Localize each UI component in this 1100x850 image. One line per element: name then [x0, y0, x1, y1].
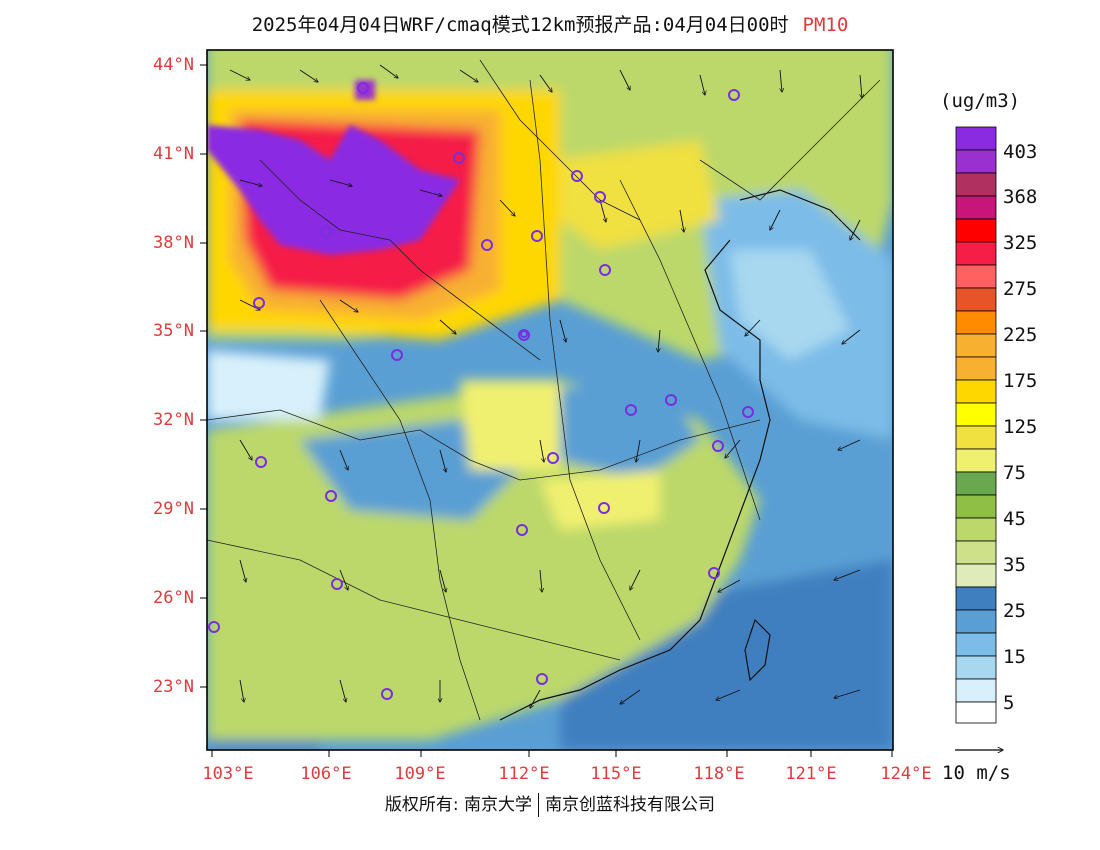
- lon-label: 106°E: [300, 764, 352, 784]
- legend-unit: (ug/m3): [940, 90, 1021, 112]
- lat-label: 41°N: [153, 144, 194, 164]
- city-marker: [594, 191, 606, 203]
- city-marker: [598, 502, 610, 514]
- city-marker: [665, 394, 677, 406]
- city-marker: [255, 456, 267, 468]
- map-frame: [206, 49, 894, 751]
- city-marker: [571, 170, 583, 182]
- city-marker: [481, 239, 493, 251]
- city-marker: [208, 621, 220, 633]
- legend-label: 225: [1003, 324, 1038, 346]
- lat-label: 35°N: [153, 321, 194, 341]
- city-marker: [516, 524, 528, 536]
- lat-label: 29°N: [153, 499, 194, 519]
- city-marker: [599, 264, 611, 276]
- coastline: [499, 189, 861, 721]
- legend-label: 5: [1003, 692, 1015, 714]
- city-markers: [208, 82, 754, 700]
- city-marker: [742, 406, 754, 418]
- legend-label: 175: [1003, 370, 1038, 392]
- legend-colorbar: [955, 126, 997, 724]
- lat-label: 26°N: [153, 588, 194, 608]
- city-marker: [536, 673, 548, 685]
- city-marker: [320, 226, 332, 238]
- lon-label: 112°E: [498, 764, 550, 784]
- wind-vectors: [229, 64, 862, 708]
- legend-label: 25: [1003, 600, 1026, 622]
- legend-label: 45: [1003, 508, 1026, 530]
- title-text: 2025年04月04日WRF/cmaq模式12km预报产品:04月04日00时: [251, 14, 789, 36]
- city-marker: [325, 490, 337, 502]
- city-marker: [708, 567, 720, 579]
- lon-label: 121°E: [785, 764, 837, 784]
- legend-label: 125: [1003, 416, 1038, 438]
- city-marker: [391, 349, 403, 361]
- lon-label: 115°E: [590, 764, 642, 784]
- copyright-part2: 南京创蓝科技有限公司: [545, 795, 716, 815]
- city-marker: [520, 330, 528, 338]
- city-marker: [357, 82, 369, 94]
- lon-label: 124°E: [880, 764, 932, 784]
- legend-label: 403: [1003, 141, 1038, 163]
- vector-scale-label: 10 m/s: [942, 762, 1011, 784]
- variable-label: PM10: [802, 14, 849, 36]
- city-marker: [625, 404, 637, 416]
- city-marker: [381, 688, 393, 700]
- copyright-separator: [538, 793, 540, 817]
- legend-label: 275: [1003, 278, 1038, 300]
- legend-label: 35: [1003, 554, 1026, 576]
- legend-label: 368: [1003, 186, 1038, 208]
- legend-label: 75: [1003, 462, 1026, 484]
- city-marker: [547, 452, 559, 464]
- lat-label: 44°N: [153, 55, 194, 75]
- lon-label: 118°E: [693, 764, 745, 784]
- province-borders: [207, 59, 881, 721]
- city-marker: [531, 230, 543, 242]
- lon-label: 109°E: [394, 764, 446, 784]
- legend-label: 15: [1003, 646, 1026, 668]
- copyright-part1: 版权所有: 南京大学: [384, 795, 533, 815]
- lat-label: 38°N: [153, 233, 194, 253]
- lat-label: 32°N: [153, 410, 194, 430]
- city-marker: [712, 440, 724, 452]
- city-marker: [331, 578, 343, 590]
- lat-label: 23°N: [153, 677, 194, 697]
- chart-title: 2025年04月04日WRF/cmaq模式12km预报产品:04月04日00时 P…: [0, 10, 1100, 37]
- copyright: 版权所有: 南京大学 南京创蓝科技有限公司: [0, 790, 1100, 817]
- legend-label: 325: [1003, 232, 1038, 254]
- city-marker: [728, 89, 740, 101]
- lon-label: 103°E: [202, 764, 254, 784]
- axis-ticks: [200, 64, 893, 757]
- city-marker: [253, 297, 265, 309]
- city-marker: [453, 152, 465, 164]
- pollution-field: [207, 50, 893, 750]
